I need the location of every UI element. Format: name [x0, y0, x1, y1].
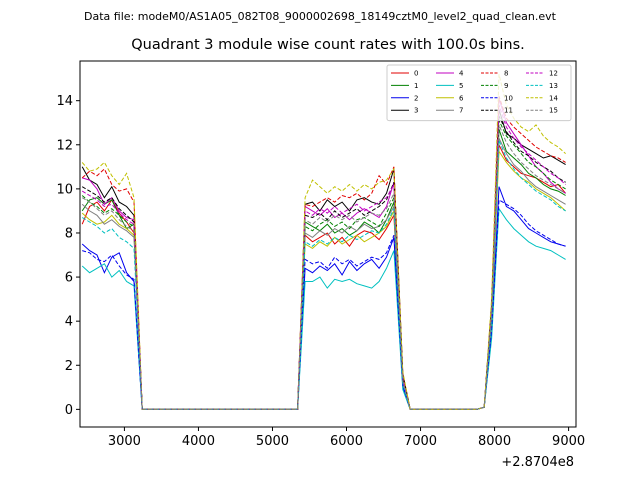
- axes-frame: [79, 60, 577, 428]
- y-tick-label-2: 2: [65, 359, 73, 374]
- y-tick-label-14: 14: [56, 94, 73, 109]
- y-tick-label-0: 0: [65, 403, 73, 418]
- x-tick-label-8000: 8000: [478, 434, 511, 449]
- legend-label-14: 14: [549, 94, 558, 102]
- data-file-caption: Data file: modeM0/AS1A05_082T08_90000026…: [84, 10, 557, 23]
- legend-label-12: 12: [549, 70, 558, 78]
- legend-label-8: 8: [504, 70, 508, 78]
- plot-area: 3000 4000 5000 6000 7000 8000 9000024681012140…: [56, 60, 585, 449]
- x-tick-label-5000: 5000: [256, 434, 289, 449]
- legend-box: [386, 64, 572, 122]
- legend-label-9: 9: [504, 82, 508, 90]
- legend-label-6: 6: [459, 94, 464, 102]
- legend-label-13: 13: [549, 82, 558, 90]
- x-offset-label: +2.8704e8: [501, 455, 574, 470]
- y-tick-label-4: 4: [65, 315, 73, 330]
- legend-label-10: 10: [504, 94, 513, 102]
- legend-label-1: 1: [414, 82, 418, 90]
- y-tick-label-10: 10: [56, 182, 73, 197]
- y-tick-label-6: 6: [65, 271, 73, 286]
- legend-label-11: 11: [504, 107, 513, 115]
- series-lines: [81, 74, 566, 410]
- y-tick-label-8: 8: [65, 226, 73, 241]
- legend-label-4: 4: [459, 70, 464, 78]
- legend-label-7: 7: [459, 107, 463, 115]
- chart-title: Quadrant 3 module wise count rates with …: [131, 37, 525, 53]
- legend-label-0: 0: [414, 70, 418, 78]
- x-tick-label-6000: 6000: [330, 434, 363, 449]
- y-tick-label-12: 12: [56, 138, 73, 153]
- legend-label-3: 3: [414, 107, 418, 115]
- x-tick-label-9000: 9000: [552, 434, 585, 449]
- x-tick-label-7000: 7000: [404, 434, 437, 449]
- x-tick-label-4000: 4000: [182, 434, 215, 449]
- legend-label-5: 5: [459, 82, 463, 90]
- legend-label-2: 2: [414, 94, 418, 102]
- x-tick-label-3000: 3000: [108, 434, 141, 449]
- legend-label-15: 15: [549, 107, 558, 115]
- series-line-15: [81, 124, 566, 410]
